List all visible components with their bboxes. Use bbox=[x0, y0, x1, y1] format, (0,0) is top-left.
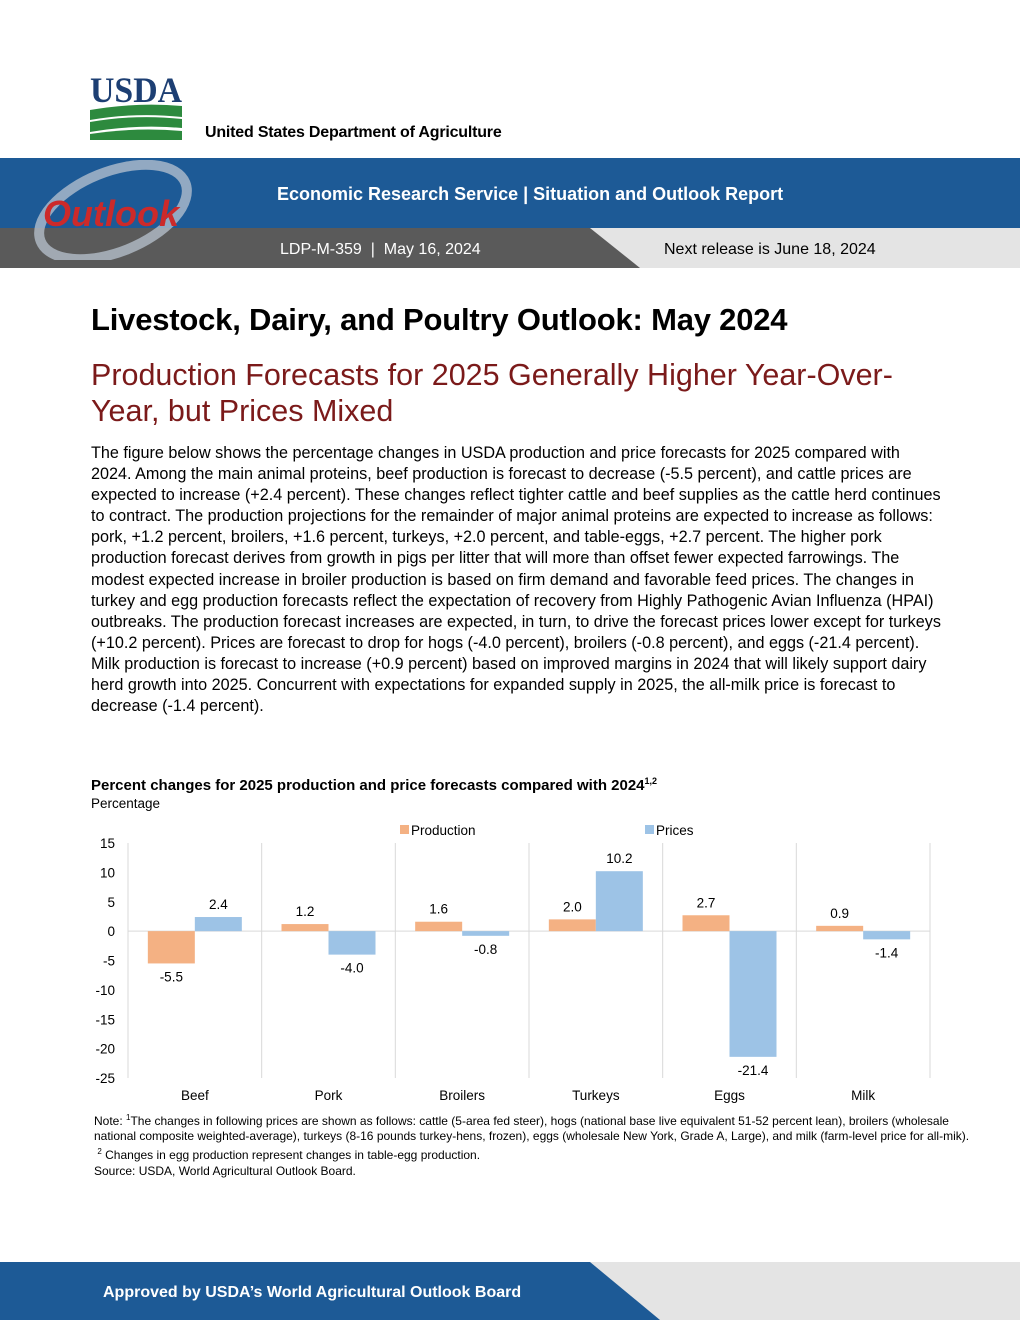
y-tick-label: 5 bbox=[107, 895, 115, 910]
bar-prices bbox=[194, 917, 242, 932]
bar-production bbox=[147, 931, 195, 964]
agency-name: United States Department of Agriculture bbox=[205, 124, 502, 141]
usda-logo: USDA bbox=[90, 72, 182, 140]
chart-ylabel: Percentage bbox=[91, 796, 161, 811]
bar-production bbox=[415, 921, 463, 932]
outlook-logo: Outlook bbox=[34, 160, 192, 260]
legend-label-prices: Prices bbox=[656, 823, 694, 838]
x-tick-label: Beef bbox=[181, 1088, 209, 1103]
bar-chart: 15 10 5 0 -5 -10 -15 -20 -25 -5.5 2.4 Beef 1.2 -4.0 Po… bbox=[95, 823, 931, 1103]
x-tick-label: Turkeys bbox=[572, 1088, 620, 1103]
x-tick-label: Milk bbox=[851, 1088, 875, 1103]
note-2: 2 Changes in egg production represent ch… bbox=[97, 1147, 481, 1163]
bar-prices bbox=[863, 931, 911, 940]
page-subtitle: Production Forecasts for 2025 Generally … bbox=[91, 358, 893, 428]
y-tick-label: 0 bbox=[107, 924, 115, 939]
page-title: Livestock, Dairy, and Poultry Outlook: M… bbox=[91, 302, 788, 337]
banner-dark-band bbox=[0, 228, 640, 268]
body-paragraph: The figure below shows the percentage ch… bbox=[91, 444, 941, 716]
data-label: 2.4 bbox=[209, 897, 228, 912]
footer-band bbox=[0, 1262, 1020, 1320]
x-tick-label: Broilers bbox=[439, 1088, 485, 1103]
bar-prices bbox=[729, 931, 777, 1057]
data-label: -4.0 bbox=[340, 961, 363, 976]
data-label: 2.7 bbox=[697, 895, 716, 910]
bar-prices bbox=[328, 931, 376, 955]
bar-production bbox=[548, 919, 596, 932]
y-tick-label: -15 bbox=[95, 1012, 115, 1027]
next-release: Next release is June 18, 2024 bbox=[664, 241, 876, 258]
legend-swatch-production bbox=[400, 825, 409, 834]
outlook-logo-text: Outlook bbox=[43, 193, 181, 234]
data-label: 2.0 bbox=[563, 899, 582, 914]
bar-prices bbox=[595, 871, 643, 932]
chart-title: Percent changes for 2025 production and … bbox=[91, 776, 657, 794]
x-tick-label: Pork bbox=[315, 1088, 343, 1103]
legend-label-production: Production bbox=[411, 823, 476, 838]
data-label: -1.4 bbox=[875, 945, 899, 960]
x-tick-label: Eggs bbox=[714, 1088, 745, 1103]
chart-title-sup: 1,2 bbox=[644, 776, 658, 786]
y-tick-label: 15 bbox=[100, 836, 115, 851]
footer-blue-band bbox=[0, 1262, 660, 1320]
data-label: 10.2 bbox=[606, 851, 632, 866]
data-label: 0.9 bbox=[830, 906, 849, 921]
bar-production bbox=[816, 925, 864, 932]
chart-title-text: Percent changes for 2025 production and … bbox=[91, 777, 645, 794]
data-label: 1.2 bbox=[296, 904, 315, 919]
bar-production bbox=[682, 915, 730, 932]
legend-swatch-prices bbox=[645, 825, 654, 834]
bar-production bbox=[281, 924, 329, 932]
data-label: -5.5 bbox=[160, 969, 183, 984]
service-title: Economic Research Service | Situation an… bbox=[277, 184, 784, 204]
y-tick-label: 10 bbox=[100, 865, 115, 880]
chart-notes: Note: 1The changes in following prices a… bbox=[94, 1110, 974, 1179]
report-id: LDP-M-359 | May 16, 2024 bbox=[280, 241, 481, 258]
data-label: -21.4 bbox=[738, 1063, 769, 1078]
bar-prices bbox=[462, 931, 510, 936]
data-label: -0.8 bbox=[474, 942, 497, 957]
note-1: Note: 1The changes in following prices a… bbox=[94, 1113, 970, 1144]
y-tick-label: -25 bbox=[95, 1071, 115, 1086]
data-label: 1.6 bbox=[429, 902, 448, 917]
y-tick-label: -20 bbox=[95, 1042, 115, 1057]
footer-text: Approved by USDA’s World Agricultural Ou… bbox=[103, 1284, 522, 1301]
source-note: Source: USDA, World Agricultural Outlook… bbox=[94, 1163, 356, 1178]
y-tick-label: -5 bbox=[103, 954, 115, 969]
usda-logo-text: USDA bbox=[90, 72, 182, 110]
y-tick-label: -10 bbox=[95, 983, 115, 998]
